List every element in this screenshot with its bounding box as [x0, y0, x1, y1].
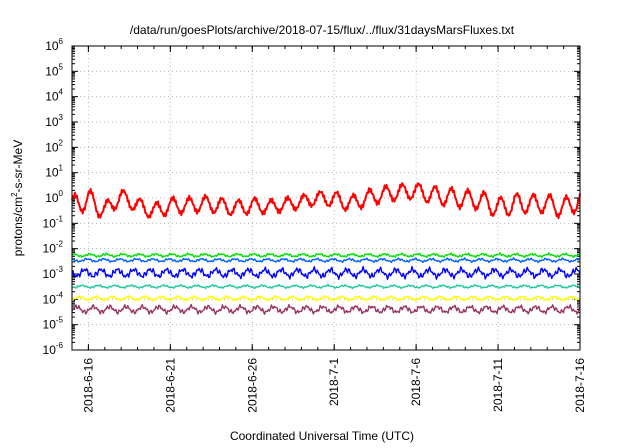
y-tick-base: 10 [45, 90, 59, 104]
y-tick-label: 10-6 [43, 341, 64, 357]
y-tick-base: 10 [43, 292, 57, 306]
y-axis-label-post: -s-sr-MeV [11, 140, 25, 193]
y-tick-label: 100 [45, 189, 63, 205]
y-tick-exponent: 0 [59, 189, 64, 198]
y-tick-exponent: -6 [56, 341, 64, 350]
y-tick-label: 10-4 [43, 290, 64, 306]
x-tick-label: 2018-6-26 [245, 358, 259, 413]
y-tick-label: 103 [45, 113, 63, 129]
y-tick-label: 10-2 [43, 240, 64, 256]
x-tick-label: 2018-7-11 [491, 358, 505, 412]
series-line [71, 182, 581, 220]
y-tick-label: 10-5 [43, 316, 64, 332]
y-tick-exponent: 2 [59, 138, 64, 147]
y-tick-base: 10 [45, 39, 59, 53]
y-tick-exponent: -4 [56, 290, 64, 299]
x-tick-label: 2018-7-16 [573, 358, 587, 413]
x-tick-label: 2018-7-1 [327, 358, 341, 406]
y-axis-label-sup: 2 [10, 192, 19, 197]
series-line [71, 265, 581, 280]
y-axis-label: protons/cm2-s-sr-MeV [10, 140, 25, 256]
series-group [71, 182, 581, 315]
x-tick-label: 2018-6-16 [81, 358, 95, 413]
y-axis-label-pre: protons/cm [11, 197, 25, 256]
y-tick-label: 10-3 [43, 265, 64, 281]
x-axis-label: Coordinated Universal Time (UTC) [230, 429, 414, 443]
y-tick-base: 10 [45, 140, 59, 154]
y-tick-exponent: 6 [59, 37, 64, 46]
y-tick-exponent: -3 [56, 265, 64, 274]
y-tick-label: 10-1 [43, 214, 64, 230]
y-tick-base: 10 [43, 343, 57, 357]
y-tick-label: 104 [45, 88, 63, 104]
y-tick-base: 10 [45, 115, 59, 129]
x-tick-labels: 2018-6-16 2018-6-21 2018-6-26 2018-7-1 2018-… [81, 358, 587, 413]
series-line [71, 257, 581, 264]
y-tick-labels: 10-610-510-410-310-210-11001011021031041… [43, 37, 64, 357]
chart-title: /data/run/goesPlots/archive/2018-07-15/f… [130, 23, 515, 37]
series-line [71, 252, 581, 259]
y-tick-exponent: -2 [56, 240, 64, 249]
x-tick-label: 2018-6-21 [163, 358, 177, 413]
y-tick-base: 10 [45, 166, 59, 180]
y-tick-base: 10 [43, 216, 57, 230]
y-tick-base: 10 [43, 267, 57, 281]
y-tick-exponent: -5 [56, 316, 64, 325]
series-line [71, 294, 581, 302]
y-tick-exponent: 4 [59, 88, 64, 97]
plot-frame [71, 45, 581, 351]
y-tick-base: 10 [45, 191, 59, 205]
y-tick-exponent: 3 [59, 113, 64, 122]
y-tick-exponent: -1 [56, 214, 64, 223]
y-tick-label: 101 [45, 164, 63, 180]
series-line [71, 283, 581, 290]
y-tick-label: 106 [45, 37, 63, 53]
y-tick-base: 10 [43, 242, 57, 256]
x-tick-label: 2018-7-6 [409, 358, 423, 406]
y-tick-exponent: 1 [59, 164, 64, 173]
y-tick-base: 10 [43, 318, 57, 332]
series-line [71, 303, 581, 315]
y-tick-exponent: 5 [59, 62, 64, 71]
y-tick-label: 102 [45, 138, 63, 154]
y-tick-base: 10 [45, 64, 59, 78]
y-tick-label: 105 [45, 62, 63, 78]
